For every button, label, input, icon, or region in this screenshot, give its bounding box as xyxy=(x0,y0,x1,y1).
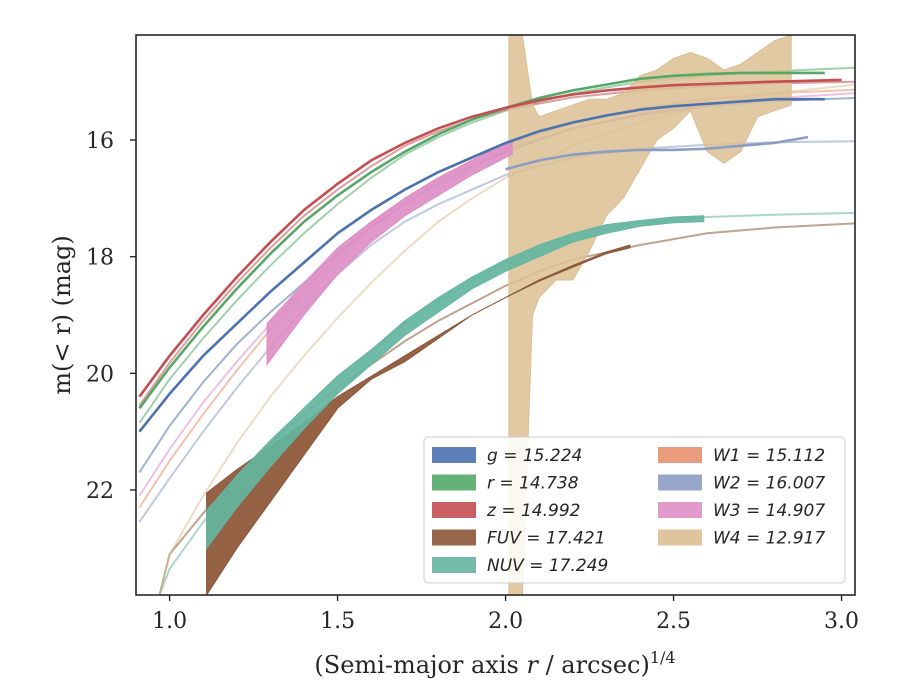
band-nuv xyxy=(206,215,705,550)
y-tick-label: 22 xyxy=(86,479,114,504)
legend-label-nuv: NUV = 17.249 xyxy=(487,556,608,576)
y-axis-ticks: 16 18 20 22 xyxy=(86,129,136,504)
legend-label-z: z = 14.992 xyxy=(486,501,580,521)
x-axis-ticks: 1.0 1.5 2.0 2.5 3.0 xyxy=(152,595,859,634)
profile-line-g xyxy=(138,97,825,433)
x-tick-label: 1.0 xyxy=(152,609,187,634)
x-tick-label: 3.0 xyxy=(824,609,859,634)
profile-line-z xyxy=(138,78,842,398)
band-w4 xyxy=(508,35,792,595)
legend-swatch-w4 xyxy=(658,529,702,546)
legend-swatch-fuv xyxy=(432,529,476,546)
legend-label-fuv: FUV = 17.421 xyxy=(487,529,605,549)
legend-swatch-z xyxy=(432,502,476,518)
legend-swatch-w3 xyxy=(658,502,702,518)
legend-label-w1: W1 = 15.112 xyxy=(713,446,825,466)
legend-box xyxy=(423,436,846,584)
band-w3 xyxy=(266,139,513,367)
x-tick-label: 2.0 xyxy=(488,609,523,634)
band-fuv xyxy=(206,244,631,595)
profile-line-w2 xyxy=(505,135,809,171)
legend-label-w4: W4 = 12.917 xyxy=(713,529,825,549)
x-axis-label: (Semi-major axis r / arcsec)1/4 xyxy=(314,648,675,679)
y-tick-label: 20 xyxy=(86,362,114,387)
legend-label-w3: W3 = 14.907 xyxy=(713,501,825,521)
model-line-w2 xyxy=(138,140,855,523)
legend-label-r: r = 14.738 xyxy=(487,474,579,494)
x-tick-label: 2.5 xyxy=(656,609,691,634)
legend-label-w2: W2 = 16.007 xyxy=(713,474,825,494)
legend-swatch-g xyxy=(432,447,476,463)
legend-swatch-nuv xyxy=(432,557,476,573)
observed-profiles xyxy=(138,35,842,595)
legend-swatch-w2 xyxy=(658,474,702,491)
y-axis-label: m(< r) (mag) xyxy=(48,235,76,394)
legend-swatch-w1 xyxy=(658,447,702,463)
legend-swatch-r xyxy=(432,474,476,491)
y-tick-label: 16 xyxy=(86,129,114,154)
legend-label-g: g = 15.224 xyxy=(487,446,582,466)
x-tick-label: 1.5 xyxy=(320,609,355,634)
profile-line-r xyxy=(138,71,825,410)
plot-frame xyxy=(135,34,856,596)
legend: g = 15.224 r = 14.738 z = 14.992 FUV = 17.4… xyxy=(423,436,846,584)
y-tick-label: 18 xyxy=(86,246,114,271)
